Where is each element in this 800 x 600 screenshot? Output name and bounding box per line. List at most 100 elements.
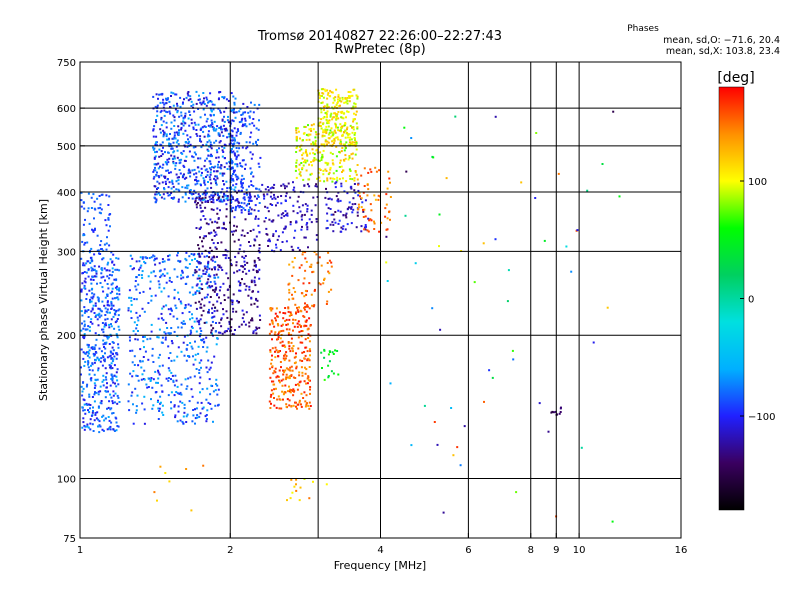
- data-point: [282, 369, 284, 372]
- data-point: [229, 122, 232, 125]
- data-point: [336, 350, 339, 352]
- data-point: [225, 162, 228, 165]
- data-point: [255, 187, 257, 190]
- data-point: [277, 350, 280, 353]
- data-point: [98, 431, 101, 434]
- data-point: [175, 379, 178, 382]
- data-point: [204, 113, 206, 116]
- data-point: [211, 125, 214, 128]
- data-point: [94, 384, 97, 387]
- data-point: [182, 322, 185, 325]
- data-point: [344, 228, 347, 231]
- data-point: [307, 376, 310, 379]
- data-point: [143, 369, 146, 372]
- data-point: [193, 121, 196, 124]
- data-point: [294, 377, 297, 379]
- data-point: [214, 129, 217, 132]
- data-point: [83, 399, 86, 402]
- data-point: [205, 235, 207, 238]
- data-point: [209, 155, 212, 158]
- data-point: [310, 263, 313, 266]
- data-point: [280, 379, 283, 382]
- data-point: [300, 405, 303, 408]
- data-point: [95, 417, 98, 420]
- data-point: [96, 296, 99, 299]
- data-point: [327, 197, 330, 200]
- data-point: [199, 206, 202, 209]
- data-point: [333, 142, 336, 145]
- data-point: [166, 178, 169, 181]
- data-point: [321, 92, 324, 95]
- data-point: [323, 134, 326, 137]
- data-point: [325, 227, 328, 230]
- data-point: [159, 165, 162, 168]
- data-point: [183, 166, 186, 168]
- data-point: [136, 324, 139, 326]
- data-point: [322, 117, 325, 120]
- data-point: [201, 197, 204, 200]
- data-point: [316, 177, 318, 180]
- data-point: [364, 224, 367, 226]
- data-point: [157, 167, 160, 170]
- data-point: [110, 318, 113, 321]
- data-point: [354, 153, 357, 156]
- data-point: [178, 129, 180, 132]
- data-point: [183, 354, 186, 357]
- data-point: [91, 411, 94, 414]
- data-point: [202, 198, 204, 201]
- data-point: [618, 195, 621, 198]
- data-point: [84, 310, 87, 313]
- data-point: [107, 229, 110, 232]
- data-point: [231, 119, 234, 122]
- data-point: [305, 319, 308, 322]
- data-point: [96, 234, 99, 237]
- data-point: [319, 169, 322, 171]
- data-point: [96, 318, 99, 321]
- data-point: [442, 511, 445, 514]
- data-point: [256, 144, 258, 147]
- data-point: [329, 166, 332, 169]
- data-point: [280, 407, 283, 410]
- data-point: [364, 199, 367, 202]
- data-point: [136, 375, 139, 377]
- data-point: [198, 268, 201, 271]
- data-point: [207, 401, 210, 404]
- data-point: [93, 253, 96, 256]
- data-point: [108, 277, 111, 280]
- data-point: [326, 300, 329, 303]
- data-point: [91, 369, 94, 372]
- data-point: [189, 114, 192, 116]
- x-tick-label: 4: [377, 545, 383, 556]
- data-point: [80, 366, 82, 369]
- data-point: [218, 266, 221, 268]
- data-point: [200, 330, 203, 332]
- data-point: [166, 111, 169, 114]
- data-point: [338, 219, 341, 222]
- data-point: [96, 357, 99, 360]
- data-point: [301, 157, 304, 160]
- data-point: [208, 301, 211, 304]
- data-point: [215, 183, 218, 186]
- data-point: [164, 332, 167, 335]
- data-point: [306, 359, 309, 362]
- data-point: [335, 126, 337, 129]
- data-point: [163, 188, 166, 191]
- data-point: [89, 256, 92, 259]
- data-point: [335, 145, 338, 148]
- data-point: [129, 265, 132, 268]
- data-point: [194, 353, 197, 356]
- data-point: [168, 110, 171, 113]
- data-point: [200, 401, 203, 404]
- data-point: [289, 223, 292, 226]
- data-point: [293, 236, 296, 239]
- data-point: [298, 399, 301, 402]
- data-point: [234, 207, 237, 210]
- data-point: [165, 169, 168, 172]
- data-point: [115, 429, 118, 432]
- data-point: [96, 411, 99, 414]
- data-point: [344, 129, 347, 132]
- data-point: [191, 286, 194, 289]
- data-point: [243, 320, 245, 323]
- data-point: [321, 101, 324, 104]
- data-point: [303, 277, 306, 280]
